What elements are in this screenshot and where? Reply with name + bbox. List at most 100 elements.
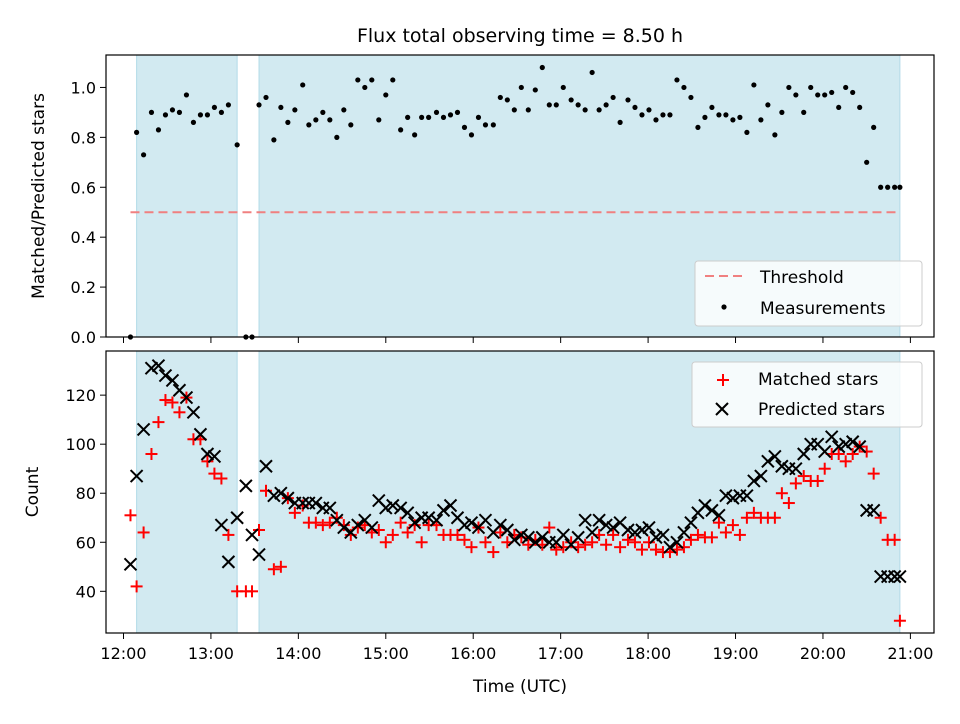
measurement-point: [596, 107, 602, 113]
x-axis-time-ticks: 12:00 13:00 14:00 15:00 16:00 17:00 18:00 19:00…: [100, 633, 933, 663]
measurement-point: [779, 109, 785, 115]
measurement-point: [610, 94, 616, 101]
predicted-star-point: [670, 535, 684, 549]
matched-star-point: [557, 541, 570, 554]
matched-star-point: [782, 497, 795, 510]
measurement-point: [300, 82, 306, 88]
predicted-star-point: [207, 449, 222, 464]
predicted-star-point: [281, 491, 295, 505]
measurement-point: [646, 107, 652, 113]
predicted-star-point: [436, 503, 451, 518]
matched-star-point: [401, 526, 414, 539]
y-tick-label: 80: [76, 484, 96, 503]
x-tick-label: 19:00: [712, 644, 758, 663]
matched-star-point: [846, 447, 859, 460]
predicted-star-point: [239, 479, 253, 493]
x-tick-label: 21:00: [887, 644, 933, 663]
measurement-point: [871, 124, 877, 130]
matched-star-point: [867, 467, 880, 480]
y-tick-label: 0.4: [71, 228, 96, 247]
matched-star-point: [768, 511, 781, 524]
matched-star-point: [649, 543, 662, 556]
matched-star-point: [487, 546, 500, 559]
predicted-star-point: [578, 513, 592, 527]
x-tick-label: 17:00: [538, 644, 584, 663]
matched-star-point: [465, 541, 478, 554]
x-tick-label: 13:00: [188, 644, 234, 663]
measurement-point: [730, 117, 736, 123]
y-tick-label: 40: [76, 582, 96, 601]
measurement-point: [313, 117, 319, 123]
measurement-point: [723, 112, 729, 118]
matched-star-point: [565, 536, 578, 549]
measurement-point: [426, 114, 432, 120]
y-tick-label: 60: [76, 533, 96, 552]
matched-star-point: [458, 533, 471, 546]
matched-star-point: [684, 533, 697, 546]
matched-star-point: [832, 447, 845, 460]
measurement-point: [603, 102, 609, 108]
matched-star-point: [543, 521, 556, 534]
measurement-point: [653, 117, 659, 123]
predicted-star-point: [521, 530, 536, 545]
predicted-star-point: [186, 405, 201, 420]
legend-measurements-swatch: [721, 304, 727, 310]
measurement-point: [518, 84, 524, 91]
predicted-star-point: [123, 557, 138, 572]
matched-star-point: [137, 526, 150, 539]
measurement-point: [327, 117, 333, 123]
matched-star-point: [747, 506, 760, 519]
x-tick-label: 20:00: [800, 644, 846, 663]
measurement-point: [204, 112, 211, 118]
matched-star-point: [811, 474, 824, 487]
matched-star-point: [860, 445, 873, 458]
measurement-point: [737, 114, 743, 120]
predicted-star-point: [838, 437, 853, 451]
measurement-point: [497, 94, 503, 101]
measurement-point: [617, 119, 623, 125]
matched-star-point: [201, 455, 214, 468]
matched-star-point: [607, 528, 620, 541]
predicted-star-point: [500, 523, 515, 537]
matched-star-point: [253, 524, 266, 537]
measurement-point: [490, 122, 496, 128]
measurement-point: [271, 137, 277, 143]
measurement-point: [864, 159, 870, 165]
predicted-star-point: [754, 469, 768, 483]
y-tick-label: 120: [65, 386, 96, 405]
measurement-point: [461, 124, 468, 130]
measurement-point: [355, 77, 361, 83]
predicted-star-point: [193, 427, 208, 442]
matched-star-point: [130, 580, 143, 593]
matched-star-point: [124, 509, 137, 522]
measurement-point: [660, 112, 666, 118]
measurement-point: [568, 97, 574, 103]
measurement-point: [256, 102, 262, 108]
measurement-point: [793, 92, 799, 98]
matched-star-point: [344, 528, 357, 541]
measurement-point: [454, 109, 461, 115]
matched-star-point: [337, 519, 350, 532]
measurement-point: [815, 92, 821, 98]
predicted-star-point: [712, 508, 726, 523]
measurement-point: [383, 92, 389, 98]
matched-star-point: [267, 563, 280, 576]
measurement-point: [546, 102, 552, 108]
predicted-star-point: [556, 528, 570, 542]
measurement-point: [211, 104, 218, 111]
predicted-star-point: [719, 488, 733, 503]
predicted-star-point: [831, 439, 846, 454]
measurement-point: [390, 77, 396, 83]
predicted-star-point: [649, 530, 663, 545]
y-tick-label: 0.0: [71, 328, 96, 347]
measurement-point: [892, 184, 898, 190]
matched-star-point: [600, 538, 613, 551]
y-tick-label: 0.2: [71, 278, 96, 297]
predicted-star-point: [136, 422, 151, 437]
predicted-star-point: [866, 503, 881, 518]
matched-star-point: [351, 521, 364, 534]
matched-star-point: [288, 506, 301, 519]
x-axis-ratio-ticks: [122, 337, 911, 343]
matched-stars-points: [124, 391, 906, 627]
panel-count-frame: [105, 350, 935, 634]
